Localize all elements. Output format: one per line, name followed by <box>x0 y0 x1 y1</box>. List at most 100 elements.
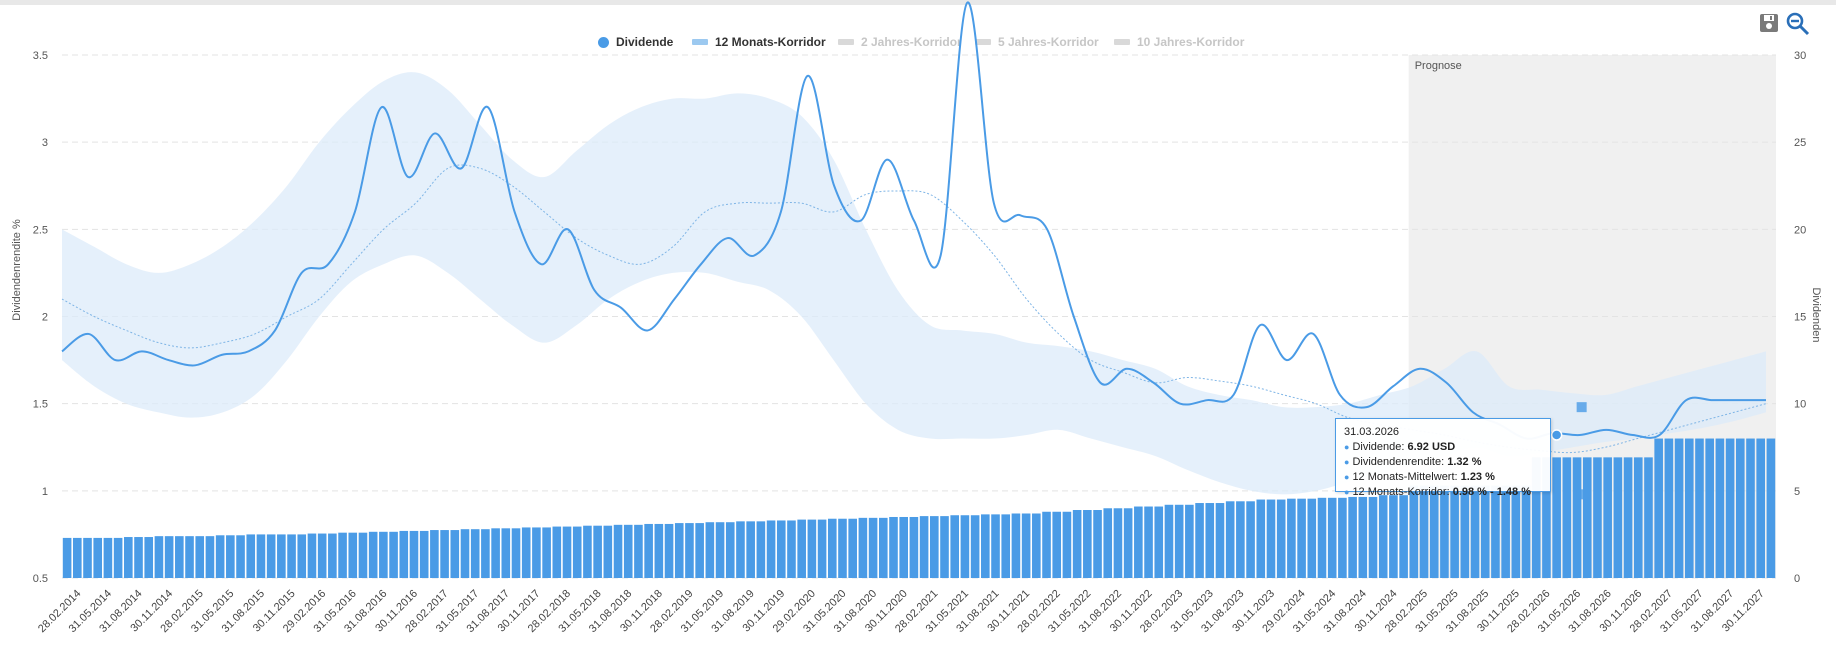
left-tick-label: 2 <box>42 312 48 324</box>
right-tick-label: 25 <box>1794 137 1806 149</box>
dividend-bar <box>1164 504 1174 578</box>
legend-label: 5 Jahres-Korridor <box>998 35 1099 49</box>
dividend-bar <box>1093 510 1102 578</box>
legend-bar-icon <box>838 39 854 45</box>
hover-markers <box>1550 402 1587 500</box>
dividend-bar <box>868 517 878 578</box>
dividend-bar <box>1327 497 1337 578</box>
left-tick-label: 1 <box>42 486 48 498</box>
dividend-bar <box>1144 506 1153 578</box>
save-icon[interactable] <box>1758 12 1780 34</box>
dividend-bar <box>358 532 368 578</box>
dividend-bar <box>1491 485 1500 578</box>
dividend-bar <box>1042 511 1051 578</box>
left-axis-ticks: 0.5 1 1.5 2 2.5 3 3.5 <box>33 50 48 585</box>
dividend-bar <box>878 517 888 578</box>
tooltip-row: ● 12 Monats-Mittelwert: 1.23 % <box>1344 471 1495 483</box>
dividend-bar <box>1715 438 1725 578</box>
top-strip <box>0 0 1836 5</box>
dividend-bar <box>1113 508 1123 578</box>
dividend-bar <box>807 519 817 578</box>
legend-dot-icon <box>598 36 609 48</box>
dividend-bar <box>1032 513 1041 578</box>
dividend-bar <box>746 521 755 578</box>
dividend-bar <box>1756 438 1765 578</box>
dividend-bar <box>1297 498 1306 578</box>
dividend-bar <box>389 531 398 578</box>
right-axis-ticks: 0 5 10 15 20 25 30 <box>1794 50 1806 585</box>
dividend-bar <box>185 536 194 578</box>
dividend-bar <box>1735 438 1745 578</box>
legend-bar-icon <box>975 39 991 45</box>
dividend-bar <box>307 533 317 578</box>
legend-label: 10 Jahres-Korridor <box>1137 35 1245 49</box>
dividend-bar <box>1225 501 1235 578</box>
legend-item-2-jahres[interactable]: 2 Jahres-Korridor <box>838 33 962 51</box>
left-tick-label: 2.5 <box>33 224 48 236</box>
left-axis-title: Dividendenrendite % <box>11 219 23 321</box>
right-tick-label: 30 <box>1794 50 1806 62</box>
dividend-bar <box>1134 506 1143 578</box>
legend-item-dividende[interactable]: Dividende <box>598 33 673 51</box>
dividend-bar <box>1348 496 1357 578</box>
corridor-band <box>62 72 1766 495</box>
dividend-bar <box>1103 508 1113 578</box>
dividend-bar <box>909 516 919 578</box>
dividend-bar <box>236 535 245 578</box>
dividend-bar <box>164 536 174 578</box>
dividend-bar <box>256 534 266 578</box>
dividend-bar <box>940 516 949 578</box>
legend-item-10-jahres[interactable]: 10 Jahres-Korridor <box>1114 33 1244 51</box>
dividend-bar <box>1011 513 1021 578</box>
dividend-bar <box>797 519 806 578</box>
dividend-bar <box>838 518 847 578</box>
dividend-bar <box>501 528 511 578</box>
dividend-bar <box>603 525 613 578</box>
dividend-bar <box>1195 503 1204 578</box>
dividend-bar <box>481 529 490 578</box>
dividend-bar <box>623 524 633 578</box>
dividend-bars <box>62 438 1776 578</box>
dividend-bar <box>930 516 939 578</box>
left-tick-label: 3.5 <box>33 50 48 62</box>
dividend-bar <box>440 530 449 578</box>
dividend-bar <box>215 535 225 578</box>
dividend-bar <box>1266 499 1276 578</box>
dividend-bar <box>787 520 796 578</box>
dividend-bar <box>817 519 827 578</box>
dividend-bar <box>634 524 643 578</box>
dividend-bar <box>287 534 296 578</box>
dividend-bar <box>460 529 470 578</box>
dividend-bar <box>511 528 521 578</box>
dividend-bar <box>1542 457 1551 578</box>
dividend-bar <box>175 536 184 578</box>
zoom-out-icon[interactable] <box>1786 12 1810 36</box>
dividend-bar <box>93 537 103 578</box>
dividend-bar <box>83 537 92 578</box>
dividend-bar <box>593 525 602 578</box>
legend-label: 2 Jahres-Korridor <box>861 35 962 49</box>
dividend-bar <box>297 534 307 578</box>
dividend-bar <box>960 515 970 578</box>
dividend-bar <box>73 537 82 578</box>
dividend-bar <box>1246 501 1255 578</box>
legend-item-12-monats[interactable]: 12 Monats-Korridor <box>692 33 826 51</box>
dividend-bar <box>1256 499 1266 578</box>
dividend-bar <box>1409 485 1419 578</box>
dividend-bar <box>1684 438 1694 578</box>
right-tick-label: 10 <box>1794 399 1806 411</box>
dividend-bar <box>1613 457 1623 578</box>
dividend-bar <box>328 533 337 578</box>
dividend-bar <box>899 516 908 578</box>
tooltip-row: ● Dividendenrendite: 1.32 % <box>1344 456 1482 468</box>
dividend-bar <box>848 518 857 578</box>
dividend-bar <box>1470 485 1480 578</box>
dividend-bar <box>226 535 235 578</box>
dividend-bar <box>1215 503 1225 578</box>
dividend-bar <box>1338 497 1347 578</box>
dividend-bar <box>532 527 541 578</box>
legend-item-5-jahres[interactable]: 5 Jahres-Korridor <box>975 33 1099 51</box>
dividend-bar <box>1317 497 1327 578</box>
dividend-bar <box>1062 511 1072 578</box>
chart-legend: Dividende 12 Monats-Korridor 2 Jahres-Ko… <box>0 33 1836 53</box>
